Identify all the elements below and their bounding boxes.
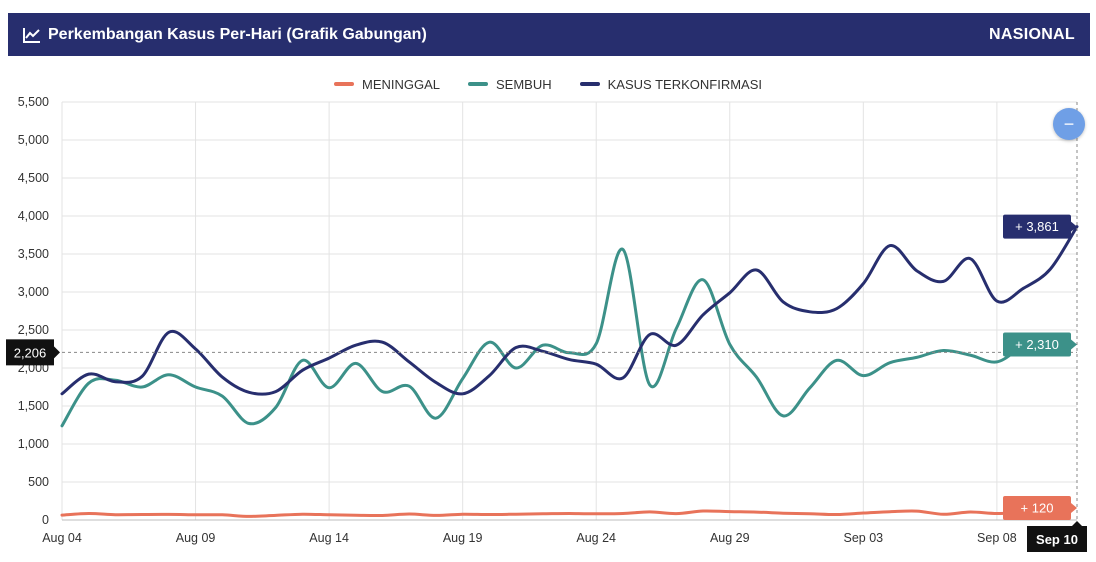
legend-swatch-meninggal	[334, 82, 354, 86]
x-tick-label: Aug 19	[443, 531, 483, 545]
legend-swatch-kasus	[579, 82, 600, 86]
legend-item-sembuh[interactable]: SEMBUH	[468, 77, 552, 92]
value-badge: + 3,861	[1003, 214, 1077, 239]
legend-item-meninggal[interactable]: MENINGGAL	[334, 77, 440, 92]
region-label: NASIONAL	[989, 25, 1075, 43]
y-tick-label: 2,500	[18, 323, 49, 337]
y-tick-label: 4,500	[18, 171, 49, 185]
y-tick-label: 5,000	[18, 133, 49, 147]
x-tick-label: Aug 29	[710, 531, 750, 545]
value-badge-arrow	[1071, 221, 1077, 232]
x-tick-label: Aug 04	[42, 531, 82, 545]
chart-legend: MENINGGAL SEMBUH KASUS TERKONFIRMASI	[0, 74, 1096, 94]
y-tick-label: 3,000	[18, 285, 49, 299]
legend-swatch-sembuh	[468, 82, 489, 86]
crosshair-x-label-arrow	[1071, 521, 1083, 527]
value-badge: + 2,310	[1003, 332, 1077, 357]
crosshair-y-value: 2,206	[14, 345, 47, 360]
legend-label-meninggal: MENINGGAL	[362, 76, 441, 92]
value-badge-arrow	[1071, 339, 1077, 350]
value-badge-text: + 2,310	[1015, 337, 1059, 352]
x-tick-label: Sep 08	[977, 531, 1017, 545]
legend-label-sembuh: SEMBUH	[496, 76, 552, 92]
value-badge-arrow	[1071, 503, 1077, 513]
header-title-group: Perkembangan Kasus Per-Hari (Grafik Gabu…	[22, 26, 427, 44]
line-chart-icon	[23, 27, 40, 43]
chart-header: Perkembangan Kasus Per-Hari (Grafik Gabu…	[8, 13, 1090, 56]
series-line-sembuh	[60, 247, 1052, 428]
legend-label-kasus: KASUS TERKONFIRMASI	[607, 76, 762, 92]
chart-title: Perkembangan Kasus Per-Hari (Grafik Gabu…	[48, 25, 427, 43]
x-tick-label: Aug 14	[309, 531, 349, 545]
value-badge-bg	[1003, 496, 1071, 520]
x-tick-label: Sep 03	[844, 531, 884, 545]
crosshair-x-label: Sep 10	[1027, 521, 1087, 552]
x-tick-label: Aug 24	[576, 531, 616, 545]
value-badge-text: + 3,861	[1015, 219, 1059, 234]
crosshair-x-value: Sep 10	[1036, 532, 1078, 547]
crosshair-y-label-bg	[6, 339, 54, 366]
value-badge: + 120	[1003, 496, 1077, 520]
crosshair-y-label-arrow	[54, 346, 60, 359]
y-tick-label: 3,500	[18, 247, 49, 261]
crosshair-x-label-bg	[1027, 526, 1087, 552]
value-badge-bg	[1003, 214, 1071, 239]
y-tick-label: 1,000	[18, 437, 49, 451]
y-tick-label: 0	[42, 513, 49, 527]
y-tick-label: 1,500	[18, 399, 49, 413]
series-line-kasus-terkonfirmasi	[60, 225, 1079, 396]
value-badge-bg	[1003, 332, 1071, 357]
series-line-meninggal	[60, 509, 1052, 518]
x-tick-label: Aug 09	[176, 531, 216, 545]
y-tick-label: 500	[28, 475, 49, 489]
y-tick-label: 5,500	[18, 95, 49, 109]
y-tick-label: 4,000	[18, 209, 49, 223]
legend-item-kasus[interactable]: KASUS TERKONFIRMASI	[579, 76, 762, 92]
crosshair-y-label: 2,206	[6, 339, 60, 366]
value-badge-text: + 120	[1021, 501, 1054, 516]
zoom-out-button[interactable]: −	[1053, 108, 1085, 140]
